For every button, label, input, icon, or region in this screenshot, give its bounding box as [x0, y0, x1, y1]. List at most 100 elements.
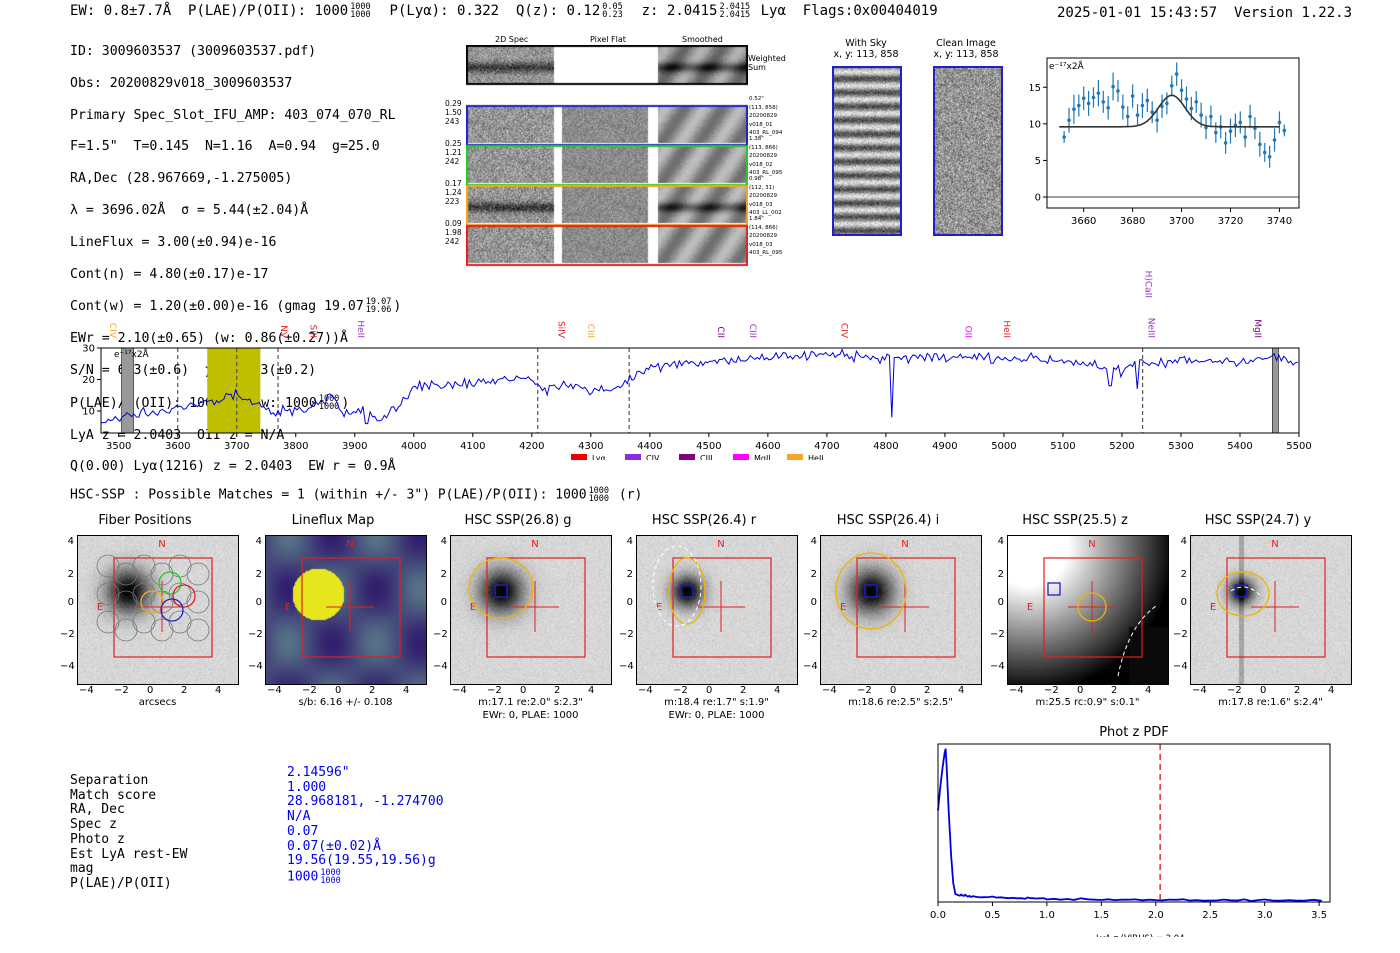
hsc-panel-caption: m:17.1 re:2.0" s:2.3" — [478, 697, 583, 708]
info-ewr: EWr = 2.10(±0.65) (w: 0.86(±0.27))Å — [70, 331, 348, 347]
hsc-xtick-label: 4 — [588, 685, 595, 696]
fit-data-point — [1258, 142, 1262, 147]
hsc-panel-overlay: NE — [652, 539, 772, 658]
photz-legend-label: LyA z (VIRUS) = 2.04 — [1096, 934, 1185, 937]
spec-line-label: CIII — [747, 324, 757, 338]
hsc-xtick-label: 0 — [706, 685, 713, 696]
hsc-box — [486, 557, 586, 658]
spec2d-row-right-value: v018_03 — [749, 241, 773, 248]
fit-data-point — [1101, 100, 1106, 104]
header-version: Version 1.22.3 — [1234, 5, 1353, 21]
hsc-ytick-label: 4 — [440, 536, 447, 547]
hsc-panel-caption: s/b: 6.16 +/- 0.108 — [298, 697, 393, 708]
hsc-ytick-label: −4 — [619, 661, 634, 672]
match-value: 19.56(19.55,19.56)g — [287, 853, 444, 869]
photz-xtick-label: 1.5 — [1093, 910, 1109, 921]
spec2d-row-left-value: 223 — [445, 197, 460, 206]
match-value-text: 0.07 — [287, 823, 319, 839]
photz-title: Phot z PDF — [1099, 725, 1169, 740]
fit-data-point — [1077, 103, 1081, 108]
fit-xtick-label: 3720 — [1218, 216, 1243, 227]
aperture-ellipse — [1077, 592, 1107, 622]
header-qz-frac: 0.05 0.23 — [602, 2, 623, 20]
spec2d-row-right-value: 1.84" — [749, 216, 764, 222]
photz-xtick-label: 0.5 — [984, 910, 1000, 921]
spec-frame — [100, 347, 1300, 434]
spec2d-row-right-value: 403_LL_002 — [749, 210, 782, 216]
fit-data-point — [1111, 84, 1115, 89]
info-q: Q(0.00) Lyα(1216) z = 2.0403 EW r = 0.9Å — [70, 459, 396, 475]
hsc-panel-caption: m:17.8 re:1.6" s:2.4" — [1218, 697, 1323, 708]
spec2d-row-left-value: 0.09 — [445, 219, 462, 228]
fiber-primary-blue — [160, 598, 184, 622]
spec-masked-band — [121, 347, 134, 434]
spec-ytick-label: 10 — [82, 406, 95, 417]
fiber-circle — [114, 562, 138, 586]
hsc-ytick-label: 2 — [67, 569, 74, 580]
fit-data-point — [1096, 91, 1101, 95]
spec-xtick-label: 3600 — [165, 441, 190, 452]
fit-data-point — [1243, 135, 1247, 139]
spec-line-label: (H)CaII — [1143, 270, 1153, 298]
spec-legend-label: HeII — [808, 454, 824, 460]
fit-data-point — [1067, 118, 1071, 122]
hsc-panel-caption: arcsecs — [138, 697, 177, 708]
hsc-panel-caption: m:18.6 re:2.5" s:2.5" — [848, 697, 953, 708]
header-z-frac: 2.0415 2.0415 — [719, 2, 751, 20]
spec2d-row-right-value: (113, 866) — [749, 144, 778, 151]
hsc-panel-overlay: NE — [835, 539, 956, 658]
detection-info: ID: 3009603537 (3009603537.pdf) Obs: 202… — [70, 28, 401, 491]
match-value-text: N/A — [287, 809, 311, 825]
photz-curve — [937, 748, 1322, 902]
fit-data-point — [1179, 88, 1184, 92]
header-z-line: Lyα — [760, 3, 786, 19]
spec-xtick-label: 3500 — [106, 441, 131, 452]
full-spectrum-chart: e⁻¹⁷x2Å 3500 3600 3700 3800 3900 4000 4100 4200 4… — [82, 270, 1312, 460]
spec-ylabel: e⁻¹⁷x2Å — [114, 348, 150, 360]
north-label: N — [531, 539, 538, 550]
hsc-xtick-label: 0 — [335, 685, 342, 696]
fit-data-point — [1238, 120, 1243, 125]
spec2d-row-right-2: 0.98" (112, 31) 20200829 v018_03 403_LL_002 — [749, 175, 782, 218]
fiber-circle — [114, 590, 138, 614]
match-value: 0.07(±0.02)Å — [287, 839, 444, 855]
spec-xtick-label: 4700 — [814, 441, 839, 452]
hsc-ytick-label: −4 — [60, 661, 75, 672]
spec2d-row-left-value: 1.98 — [445, 228, 462, 237]
east-label: E — [97, 602, 103, 613]
spec2d-row-left-0: 0.29 1.50 243 — [445, 99, 462, 126]
spec2d-row-right-value: 20200829 — [749, 193, 777, 199]
fit-data-point — [1277, 120, 1282, 125]
hsc-xtick-label: −4 — [638, 685, 653, 696]
fit-data-point — [1150, 110, 1155, 114]
spec2d-row-right-value: 1.38" — [749, 136, 764, 142]
spec-line-label: OII — [963, 326, 973, 338]
spec2d-row-right-value: 403_RL_095 — [749, 170, 783, 176]
hsc-xtick-label: −4 — [822, 685, 837, 696]
hsc-box — [113, 557, 213, 658]
fit-data-point — [1174, 72, 1179, 76]
photz-xtick-label: 2.5 — [1202, 910, 1218, 921]
info-plae-w-frac: 1000 1000 — [318, 393, 340, 412]
info-obs: Obs: 20200829v018_3009603537 — [70, 75, 293, 91]
spec2d-row-right-value: 20200829 — [749, 153, 777, 159]
fit-ytick-label: 10 — [1030, 119, 1041, 130]
fiber-primary-green — [158, 571, 182, 595]
spec-xtick-label: 5400 — [1227, 441, 1252, 452]
hsc-ytick-label: 2 — [997, 569, 1004, 580]
neighbor-ellipse — [652, 545, 702, 627]
spec-highlight-band — [207, 348, 261, 433]
spec-xtick-label: 4000 — [401, 441, 426, 452]
spec-line-label: CIV — [839, 323, 849, 339]
spec2d-row-left-1: 0.25 1.21 242 — [445, 139, 462, 166]
hsc-ytick-label: 4 — [810, 536, 817, 547]
spec2d-row-right-value: (112, 31) — [749, 184, 775, 191]
catalog-box — [680, 584, 694, 598]
header-qz: Q(z): 0.12 — [515, 3, 601, 19]
hsc-summary: HSC-SSP : Possible Matches = 1 (within +… — [70, 486, 643, 504]
spec2d-row-right-3: 1.84" (114, 866) 20200829 v018_03 403_RL_095 — [749, 215, 782, 258]
spec2d-row-left-value: 0.17 — [445, 179, 462, 188]
north-label: N — [346, 539, 353, 550]
fit-xtick-label: 3660 — [1071, 216, 1096, 227]
spec2d-row-right-value: 0.52" — [749, 96, 764, 102]
